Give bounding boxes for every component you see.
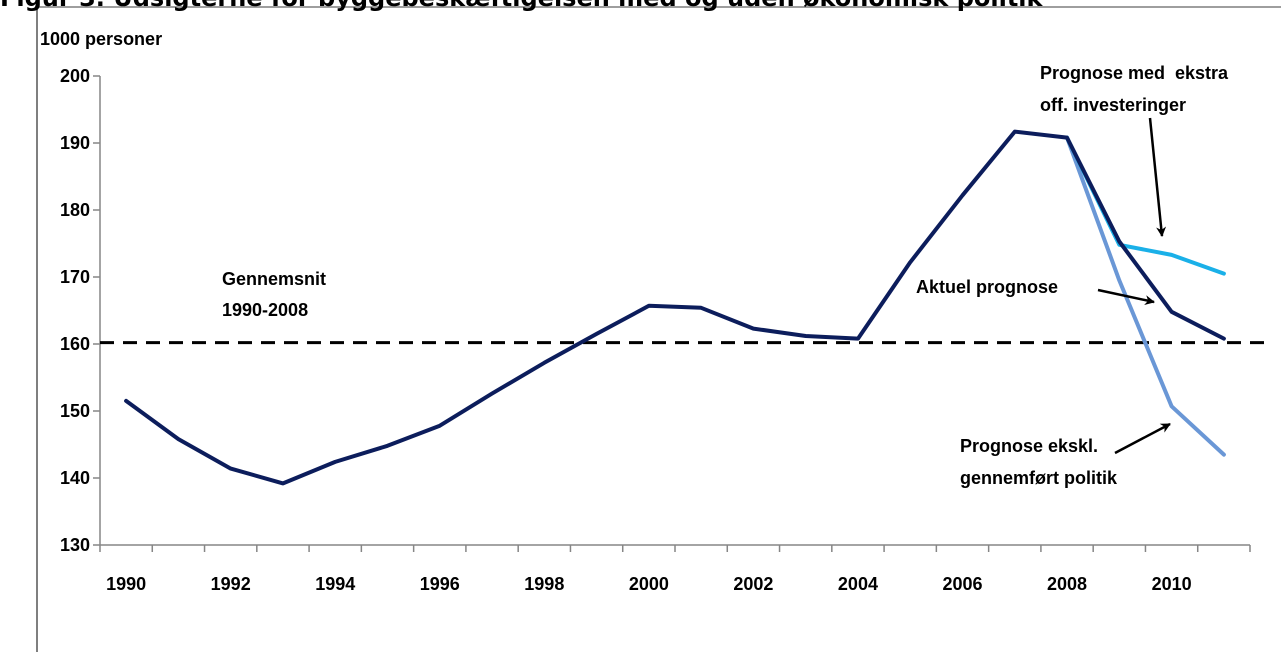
annotation-ekskl-line-2: gennemført politik (960, 468, 1118, 488)
x-tick-label: 1990 (106, 574, 146, 594)
annotation-aktuel-line-1: Aktuel prognose (916, 277, 1058, 297)
y-axis-label: 1000 personer (40, 29, 162, 49)
chart-title: Figur 3. Udsigterne for byggebeskæftigel… (0, 0, 1044, 12)
x-tick-label: 1992 (211, 574, 251, 594)
arrow-ekstra (1148, 117, 1167, 237)
x-tick-label: 1998 (524, 574, 564, 594)
arrow-aktuel (1097, 288, 1155, 306)
x-tick-label: 1996 (420, 574, 460, 594)
x-tick-label: 2004 (838, 574, 878, 594)
annotation-ekskl-line-1: Prognose ekskl. (960, 436, 1098, 456)
annotation-gennemsnit-line-2: 1990-2008 (222, 300, 308, 320)
y-tick-label: 200 (60, 66, 90, 86)
annotation-ekskl: Prognose ekskl. gennemført politik (960, 436, 1118, 488)
y-tick-label: 170 (60, 267, 90, 287)
annotation-ekstra-line-1: Prognose med ekstra (1040, 63, 1229, 83)
x-tick-label: 2000 (629, 574, 669, 594)
y-tick-label: 150 (60, 401, 90, 421)
series-line-aktuel (124, 129, 1226, 486)
series-group (124, 129, 1226, 486)
annotation-gennemsnit: Gennemsnit 1990-2008 (222, 269, 331, 320)
x-tick-label: 2006 (942, 574, 982, 594)
y-tick-label: 190 (60, 133, 90, 153)
annotation-ekstra-line-2: off. investeringer (1040, 95, 1186, 115)
annotation-gennemsnit-line-1: Gennemsnit (222, 269, 326, 289)
y-tick-label: 130 (60, 535, 90, 555)
x-tick-label: 2010 (1152, 574, 1192, 594)
x-tick-label: 2002 (733, 574, 773, 594)
annotation-aktuel: Aktuel prognose (916, 277, 1058, 297)
y-tick-label: 180 (60, 200, 90, 220)
series-line-ekskl (1065, 135, 1226, 457)
y-tick-label: 160 (60, 334, 90, 354)
annotation-ekstra: Prognose med ekstra off. investeringer (1040, 63, 1233, 115)
arrow-ekskl (1114, 422, 1171, 455)
x-tick-label: 2008 (1047, 574, 1087, 594)
x-ticks: 1990 1992 1994 1996 1998 2000 2002 2004 2006 2008… (99, 545, 1251, 594)
x-tick-label: 1994 (315, 574, 355, 594)
y-tick-label: 140 (60, 468, 90, 488)
y-ticks: 130 140 150 160 170 180 190 200 (60, 66, 100, 555)
